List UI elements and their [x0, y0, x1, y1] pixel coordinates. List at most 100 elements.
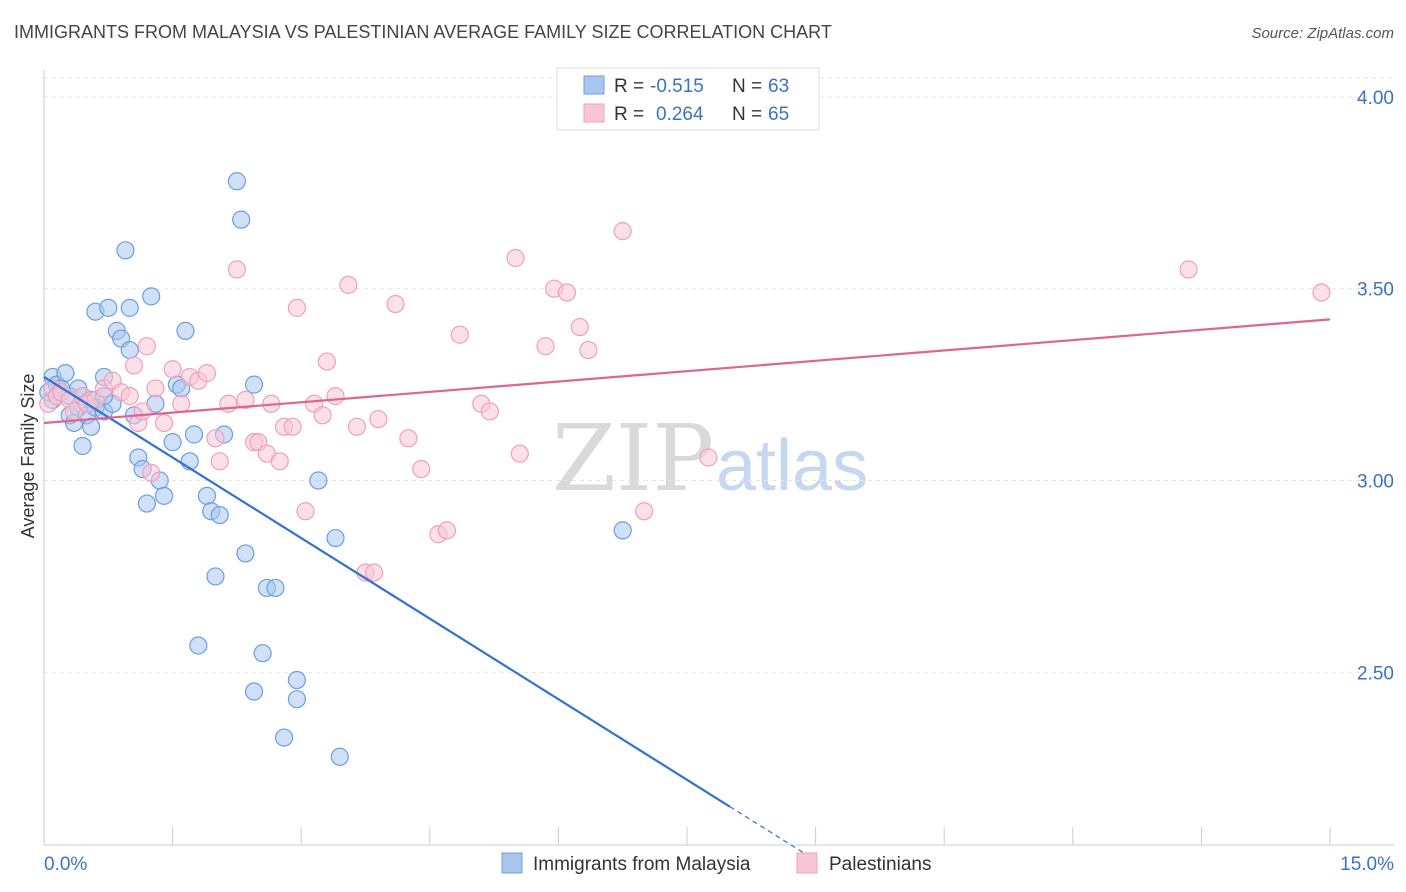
palestinians-point: [339, 275, 358, 294]
palestinians-point: [699, 448, 718, 467]
palestinians-point: [133, 402, 152, 421]
palestinians-point: [326, 387, 345, 406]
palestinians-point: [506, 248, 525, 268]
legend-r-label-malaysia: R =: [614, 76, 644, 97]
palestinians-point: [369, 410, 388, 429]
legend-swatch-palestinians: [583, 103, 605, 123]
chart-source: Source: ZipAtlas.com: [1251, 25, 1394, 42]
palestinians-point: [137, 337, 156, 356]
palestinians-point: [283, 417, 302, 436]
palestinians-point: [437, 521, 457, 540]
malaysia-point: [330, 747, 349, 766]
malaysia-point: [116, 241, 135, 260]
malaysia-point: [236, 544, 255, 563]
palestinians-point: [172, 394, 191, 413]
y-tick-label: 4.00: [1357, 88, 1394, 109]
palestinians-point: [510, 444, 529, 463]
malaysia-point: [287, 670, 307, 690]
palestinians-point: [613, 222, 632, 241]
palestinians-point: [536, 337, 555, 356]
malaysia-point: [244, 682, 264, 701]
legend-r-value-malaysia: -0.515: [650, 76, 704, 97]
gridlines: [44, 77, 1394, 673]
chart-title: IMMIGRANTS FROM MALAYSIA VS PALESTINIAN …: [14, 22, 832, 42]
malaysia-point: [274, 728, 294, 747]
watermark-atlas: atlas: [716, 426, 868, 506]
axes: [43, 70, 1394, 846]
malaysia-point: [56, 363, 75, 383]
bottom-legend-label-palestinians: Palestinians: [829, 854, 931, 875]
palestinians-point: [1179, 260, 1198, 279]
malaysia-point: [163, 433, 182, 452]
malaysia-point: [227, 172, 246, 191]
malaysia-point: [206, 567, 225, 586]
malaysia-point: [137, 494, 156, 513]
bottom-legend-swatch-palestinians: [796, 852, 818, 874]
malaysia-point: [82, 417, 101, 436]
y-tick-labels: 4.00 3.50 3.00 2.50: [1357, 88, 1394, 684]
malaysia-point: [309, 471, 328, 490]
y-tick-label: 2.50: [1357, 663, 1394, 684]
x-tick-label-left: 0.0%: [44, 854, 87, 875]
palestinians-point: [163, 360, 182, 379]
palestinians-trendline: [43, 318, 1331, 425]
palestinians-point: [450, 325, 469, 344]
palestinians-point: [206, 429, 225, 448]
palestinians-point: [399, 429, 418, 448]
palestinians-point: [317, 352, 337, 371]
malaysia-point: [73, 436, 92, 456]
bottom-legend: Immigrants from Malaysia Palestinians: [501, 852, 931, 875]
malaysia-point: [120, 298, 139, 317]
watermark: ZIP atlas: [552, 405, 868, 512]
malaysia-trendline-extension: [729, 806, 808, 856]
legend-n-label-palestinians: N =: [732, 104, 762, 125]
palestinians-point: [197, 363, 216, 383]
malaysia-point: [253, 644, 272, 663]
series-palestinians-points: [39, 222, 1331, 582]
trendlines: [43, 318, 1331, 856]
y-tick-label: 3.00: [1357, 472, 1394, 493]
palestinians-point: [313, 406, 332, 425]
y-tick-label: 3.50: [1357, 280, 1394, 301]
palestinians-point: [635, 502, 654, 521]
watermark-zip: ZIP: [552, 405, 714, 512]
malaysia-point: [232, 210, 251, 229]
palestinians-point: [219, 394, 238, 413]
palestinians-point: [386, 294, 405, 314]
malaysia-point: [210, 505, 229, 525]
palestinians-point: [579, 340, 598, 360]
x-tick-label-right: 15.0%: [1340, 854, 1394, 875]
legend-n-value-palestinians: 65: [768, 104, 789, 125]
palestinians-point: [1312, 283, 1331, 302]
x-ticks: [43, 827, 1331, 845]
palestinians-point: [227, 260, 246, 279]
malaysia-point: [244, 375, 264, 394]
series-malaysia-points: [39, 172, 632, 766]
malaysia-point: [287, 690, 307, 709]
malaysia-point: [120, 340, 139, 360]
y-axis-label: Average Family Size: [18, 374, 38, 539]
palestinians-point: [210, 452, 229, 471]
palestinians-point: [287, 298, 307, 317]
legend-r-value-palestinians: 0.264: [656, 104, 704, 125]
legend-n-value-malaysia: 63: [768, 76, 789, 97]
palestinians-point: [480, 402, 499, 421]
malaysia-point: [142, 287, 161, 306]
palestinians-point: [557, 283, 577, 302]
palestinians-point: [236, 390, 255, 410]
legend-swatch-malaysia: [583, 75, 605, 95]
malaysia-point: [197, 486, 216, 505]
malaysia-point: [266, 578, 285, 598]
legend: R = -0.515 N = 63 R = 0.264 N = 65: [556, 67, 820, 131]
palestinians-point: [120, 387, 139, 406]
malaysia-point: [154, 486, 174, 505]
palestinians-point: [570, 317, 589, 337]
malaysia-point: [99, 298, 118, 317]
palestinians-point: [412, 459, 431, 479]
malaysia-point: [189, 636, 208, 655]
malaysia-point: [184, 425, 204, 444]
palestinians-point: [124, 356, 144, 375]
legend-r-label-palestinians: R =: [614, 104, 644, 125]
palestinians-point: [142, 463, 161, 482]
